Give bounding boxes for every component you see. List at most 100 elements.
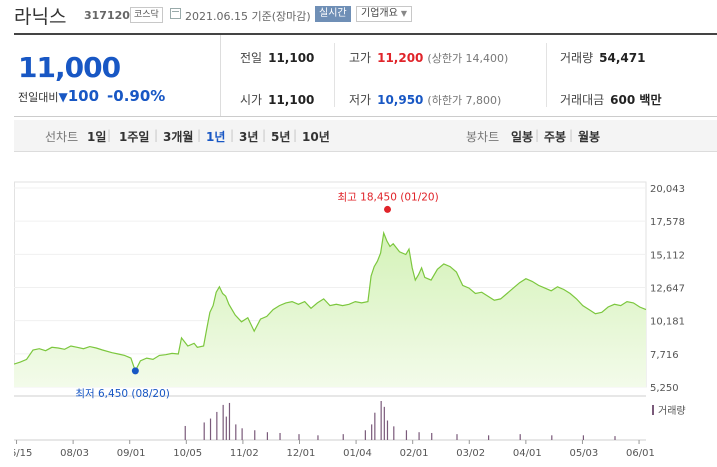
volume-bar	[228, 402, 231, 440]
trade-value-label: 거래대금	[560, 93, 605, 107]
tab-5year[interactable]: 5년	[271, 130, 291, 144]
separator: |	[230, 128, 235, 142]
tab-10year[interactable]: 10년	[302, 130, 330, 144]
volume-bar	[209, 418, 212, 440]
volume-bar	[279, 432, 281, 440]
y-tick-label: 10,181	[650, 317, 685, 328]
prev-close-cell: 전일 11,100	[240, 49, 314, 66]
y-tick-label: 15,112	[650, 250, 685, 261]
market-badge: 코스닥	[130, 7, 163, 23]
x-tick-label: 05/03	[569, 448, 598, 459]
volume-cell: 거래량 54,471	[560, 49, 645, 66]
change-percent: -0.90%	[107, 87, 166, 105]
tab-1year[interactable]: 1년	[206, 130, 226, 144]
prev-close-value: 11,100	[268, 51, 315, 65]
max-point-marker	[384, 205, 392, 213]
line-chart-label: 선차트	[45, 130, 79, 144]
price-area-fill	[14, 233, 646, 387]
volume-bar	[380, 401, 382, 440]
high-value: 11,200	[377, 51, 424, 65]
x-tick-label: 11/02	[230, 448, 259, 459]
volume-bar	[225, 416, 227, 440]
x-tick-label: 02/01	[400, 448, 429, 459]
realtime-button[interactable]: 실시간	[315, 6, 351, 22]
tab-3year[interactable]: 3년	[239, 130, 259, 144]
trade-value-cell: 거래대금 600 백만	[560, 91, 661, 108]
volume-bar	[317, 435, 319, 440]
low-label: 저가	[349, 93, 372, 107]
volume-bar	[488, 435, 490, 440]
company-overview-button[interactable]: 기업개요 ▼	[356, 6, 412, 22]
max-annotation: 최고 18,450 (01/20)	[338, 191, 439, 203]
min-point-marker	[131, 367, 139, 375]
volume-bar	[203, 422, 205, 440]
low-cell: 저가 10,950 (하한가 7,800)	[349, 91, 501, 108]
y-tick-label: 20,043	[650, 184, 685, 195]
overview-label: 기업개요	[361, 8, 398, 19]
separator: |	[535, 128, 540, 142]
volume-value: 54,471	[599, 51, 646, 65]
x-tick-label: 08/03	[60, 448, 89, 459]
volume-bar	[456, 434, 458, 440]
trade-value: 600 백만	[610, 93, 662, 107]
price-panel: 11,000 전일대비▼100 -0.90%	[14, 35, 221, 116]
volume-bar	[235, 424, 237, 440]
quote-summary: 11,000 전일대비▼100 -0.90% 전일 11,100 고가 11,200(…	[14, 33, 717, 117]
stock-code: 317120	[84, 9, 130, 22]
separator: |	[293, 128, 298, 142]
divider	[334, 43, 335, 107]
volume-bar	[374, 412, 376, 440]
volume-bar	[519, 434, 521, 440]
upper-limit: (상한가 14,400)	[427, 52, 509, 65]
separator: |	[262, 128, 267, 142]
volume-bar	[418, 432, 420, 440]
y-tick-label: 12,647	[650, 283, 685, 294]
price-chart: 20,043 17,578 15,112 12,647 10,181 7,716 5,250…	[4, 160, 717, 467]
date-text: 2021.06.15 기준(장마감)	[185, 10, 311, 23]
x-tick-label: 06/01	[626, 448, 655, 459]
high-label: 고가	[349, 51, 372, 65]
x-tick-label: 03/02	[456, 448, 485, 459]
volume-bar	[431, 432, 433, 440]
lower-limit: (하한가 7,800)	[427, 94, 502, 107]
y-tick-label: 5,250	[650, 383, 679, 394]
tab-weekly[interactable]: 주봉	[544, 130, 567, 144]
tab-1week[interactable]: 1주일	[119, 130, 150, 144]
open-cell: 시가 11,100	[240, 91, 314, 108]
tab-1day[interactable]: 1일	[87, 130, 107, 144]
low-value: 10,950	[377, 93, 424, 107]
volume-bar	[551, 435, 553, 440]
prev-close-label: 전일	[240, 51, 263, 65]
x-tick-label: 06/15	[14, 448, 32, 459]
volume-bar	[342, 434, 344, 440]
stock-name: 라닉스	[14, 6, 67, 28]
open-value: 11,100	[268, 93, 315, 107]
price-change: 전일대비▼100 -0.90%	[18, 87, 165, 105]
x-tick-label: 12/01	[286, 448, 315, 459]
volume-bar	[582, 435, 584, 440]
stock-header: 라닉스 317120 코스닥 2021.06.15 기준(장마감) 실시간 기업…	[0, 0, 717, 30]
down-triangle-icon: ▼	[58, 90, 68, 104]
tab-daily[interactable]: 일봉	[511, 130, 534, 144]
tab-3month[interactable]: 3개월	[163, 130, 194, 144]
y-tick-label: 17,578	[650, 217, 685, 228]
volume-bar	[222, 404, 224, 440]
x-tick-label: 09/01	[117, 448, 146, 459]
calendar-icon	[170, 8, 181, 19]
chart-tabs: 선차트 1일 | 1주일 | 3개월 | 1년 | 3년 | 5년 | 10년 …	[14, 120, 717, 152]
volume-legend: 거래량	[658, 405, 686, 417]
change-amount: 100	[67, 87, 100, 105]
tab-monthly[interactable]: 월봉	[578, 130, 601, 144]
separator: |	[154, 128, 159, 142]
candle-chart-label: 봉차트	[466, 130, 500, 144]
high-cell: 고가 11,200 (상한가 14,400)	[349, 49, 508, 66]
current-price: 11,000	[18, 51, 121, 84]
x-tick-label: 01/04	[343, 448, 372, 459]
open-label: 시가	[240, 93, 263, 107]
separator: |	[569, 128, 574, 142]
volume-bar	[614, 436, 616, 440]
volume-bar	[266, 432, 268, 440]
separator: |	[107, 128, 112, 142]
divider	[546, 43, 547, 107]
x-tick-label: 04/01	[513, 448, 542, 459]
